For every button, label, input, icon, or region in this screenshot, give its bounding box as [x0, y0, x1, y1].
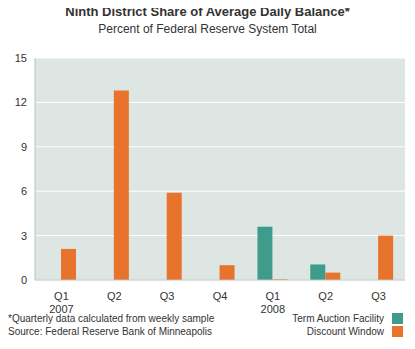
svg-text:0: 0 — [21, 274, 27, 286]
svg-text:Q1: Q1 — [54, 290, 69, 302]
html-text:Discount Window: Discount Window — [306, 326, 384, 337]
svg-text:15: 15 — [15, 52, 27, 64]
svg-text:2008: 2008 — [261, 303, 285, 315]
svg-text:3: 3 — [21, 230, 27, 242]
svg-text:Q4: Q4 — [213, 290, 228, 302]
svg-text:12: 12 — [15, 96, 27, 108]
html-text:*Quarterly data calculated fro: *Quarterly data calculated from weekly s… — [8, 313, 215, 324]
svg-text:Q3: Q3 — [160, 290, 175, 302]
html-text:Ninth District Share of Averag: Ninth District Share of Average Daily Ba… — [65, 4, 350, 19]
svg-text:Q1: Q1 — [266, 290, 281, 302]
svg-text:2007: 2007 — [49, 303, 74, 315]
html-text:Percent of Federal Reserve Sys: Percent of Federal Reserve System Total — [98, 22, 317, 36]
html-text:Source: Federal Reserve Bank o: Source: Federal Reserve Bank of Minneapo… — [8, 326, 212, 337]
svg-text:Q3: Q3 — [371, 290, 386, 302]
svg-text:6: 6 — [21, 185, 27, 197]
html-text:Term Auction Facility: Term Auction Facility — [292, 313, 384, 324]
svg-text:Q2: Q2 — [318, 290, 333, 302]
svg-text:Q2: Q2 — [107, 290, 122, 302]
svg-text:9: 9 — [21, 141, 27, 153]
